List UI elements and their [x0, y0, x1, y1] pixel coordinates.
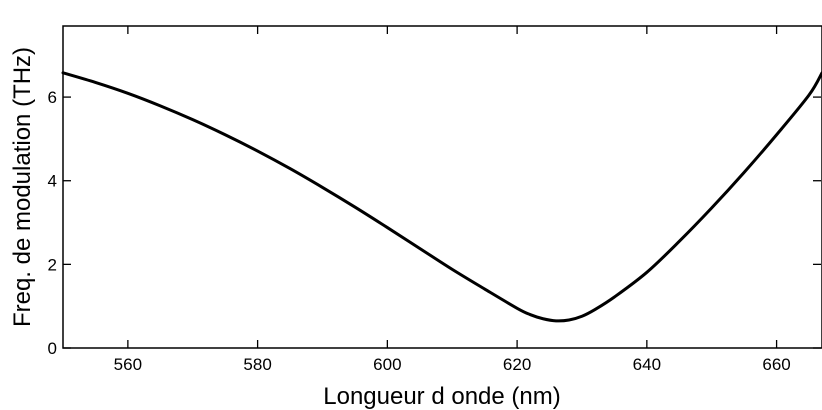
y-tick-label-0: 0	[48, 339, 57, 358]
y-tick-label-4: 4	[48, 172, 57, 191]
series-line-0	[61, 71, 822, 323]
x-tick-label-560: 560	[114, 355, 142, 374]
x-tick-label-660: 660	[762, 355, 790, 374]
x-tick-label-620: 620	[503, 355, 531, 374]
x-tick-label-580: 580	[243, 355, 271, 374]
x-tick-label-640: 640	[633, 355, 661, 374]
x-axis-title: Longueur d onde (nm)	[323, 383, 561, 410]
ticks-layer	[63, 26, 821, 349]
plot-area-border	[62, 25, 822, 349]
y-tick-label-6: 6	[48, 88, 57, 107]
y-tick-label-2: 2	[48, 255, 57, 274]
plot-frame	[62, 25, 822, 349]
x-tick-label-600: 600	[373, 355, 401, 374]
series-layer	[61, 71, 822, 323]
tick-labels-layer: 560 580 600 620 640 660 0 2 4 6	[48, 88, 791, 374]
y-axis-title: Freq. de modulation (THz)	[9, 47, 36, 327]
